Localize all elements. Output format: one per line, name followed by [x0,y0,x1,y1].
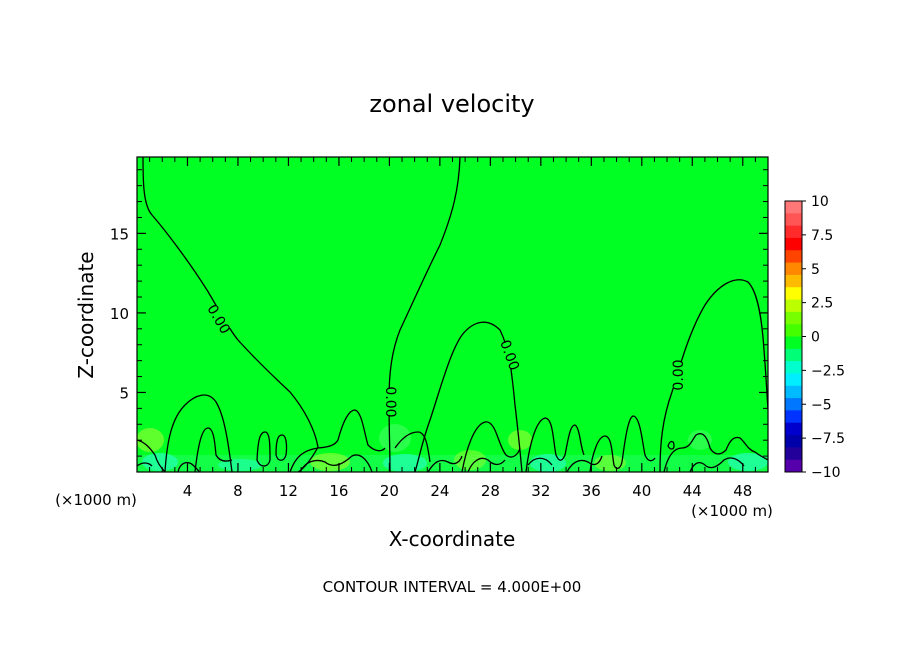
x-tick-label-6: 28 [481,482,500,500]
colorbar-label-4: 0 [811,330,820,346]
chart-title: zonal velocity [369,90,534,118]
colorbar-swatch-11 [785,336,802,350]
x-tick-label-4: 20 [380,482,399,500]
colorbar-swatch-19 [785,435,802,448]
colorbar-swatch-4 [785,250,802,264]
colorbar-swatch-8 [785,299,802,313]
colorbar-swatch-13 [785,361,802,374]
colorbar-swatch-10 [785,324,802,337]
colorbar-swatch-1 [785,213,802,227]
colorbar-swatch-12 [785,348,802,362]
x-tick-label-11: 48 [733,482,752,500]
colorbar-swatch-3 [785,237,802,251]
colorbar-swatch-9 [785,311,802,325]
y-axis-ticks: 5 10 15 [110,169,768,457]
colorbar-swatch-5 [785,262,802,276]
contour-labels: 0.00 0.00 0.00 0.00 [196,298,697,418]
colorbar-label-6: −5 [811,397,832,413]
x-tick-label-8: 36 [582,482,601,500]
colorbar-label-8: −10 [811,465,841,481]
colorbar-swatch-2 [785,225,802,239]
colorbar [784,200,803,473]
contour-interval-note: CONTOUR INTERVAL = 4.000E+00 [323,578,582,596]
colorbar-label-2: 5 [811,262,820,278]
x-unit-left: (×1000 m) [55,491,137,509]
colorbar-swatch-14 [785,373,802,387]
colorbar-label-0: 10 [811,194,829,210]
x-tick-label-10: 44 [683,482,702,500]
x-tick-label-3: 16 [329,482,348,500]
colorbar-swatch-21 [785,459,802,473]
x-tick-label-7: 32 [531,482,550,500]
colorbar-swatch-7 [785,287,802,301]
colorbar-label-1: 7.5 [811,228,833,244]
colorbar-label-7: −7.5 [811,431,845,447]
y-tick-label-1: 10 [110,305,129,323]
y-tick-label-0: 5 [119,384,129,402]
colorbar-label-5: −2.5 [811,363,845,379]
contour-label-4: 0.00 [671,359,687,390]
contour-label-2: 0.00 [382,386,398,417]
x-unit-right: (×1000 m) [691,502,773,520]
colorbar-swatch-15 [785,385,802,399]
x-tick-label-1: 8 [233,482,243,500]
x-tick-label-2: 12 [279,482,298,500]
colorbar-swatch-0 [785,201,802,214]
colorbar-swatch-20 [785,447,802,461]
x-axis-label: X-coordinate [389,527,516,551]
colorbar-swatch-6 [785,274,802,288]
colorbar-swatch-17 [785,410,802,424]
y-tick-label-2: 15 [110,225,129,243]
y-axis-label: Z-coordinate [74,251,98,378]
x-axis-ticks: 4 8 12 16 20 24 28 32 36 40 44 48 [149,157,756,500]
colorbar-swatch-16 [785,398,802,411]
colorbar-swatch-18 [785,422,802,436]
colorbar-labels: 10 7.5 5 2.5 0 −2.5 −5 −7.5 −10 [802,194,845,481]
x-tick-label-9: 40 [632,482,651,500]
colorbar-label-3: 2.5 [811,296,833,312]
x-tick-label-0: 4 [183,482,193,500]
x-tick-label-5: 24 [430,482,449,500]
